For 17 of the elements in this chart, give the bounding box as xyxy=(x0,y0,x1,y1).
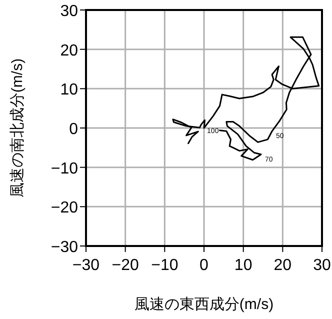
y-tick-label: 20 xyxy=(60,42,78,60)
x-tick-label: 10 xyxy=(234,257,252,274)
x-axis-title: 風速の東西成分(m/s) xyxy=(134,296,274,313)
y-tick-label: 10 xyxy=(60,82,78,99)
x-tick-label: −10 xyxy=(151,257,178,274)
y-tick-label: 0 xyxy=(69,121,78,138)
y-tick-label: −30 xyxy=(50,239,78,256)
line-series xyxy=(172,36,320,161)
x-tick-label: 30 xyxy=(313,257,331,274)
x-tick-label: −30 xyxy=(72,257,100,274)
y-tick-label: 30 xyxy=(60,3,78,20)
x-tick-label: −20 xyxy=(112,257,140,274)
y-axis-title: 風速の南北成分(m/s) xyxy=(8,58,26,198)
x-tick-label: 0 xyxy=(200,257,209,274)
x-tick-label: 20 xyxy=(274,257,292,274)
y-tick-label: −20 xyxy=(50,200,78,217)
y-tick-label: −10 xyxy=(50,160,78,178)
